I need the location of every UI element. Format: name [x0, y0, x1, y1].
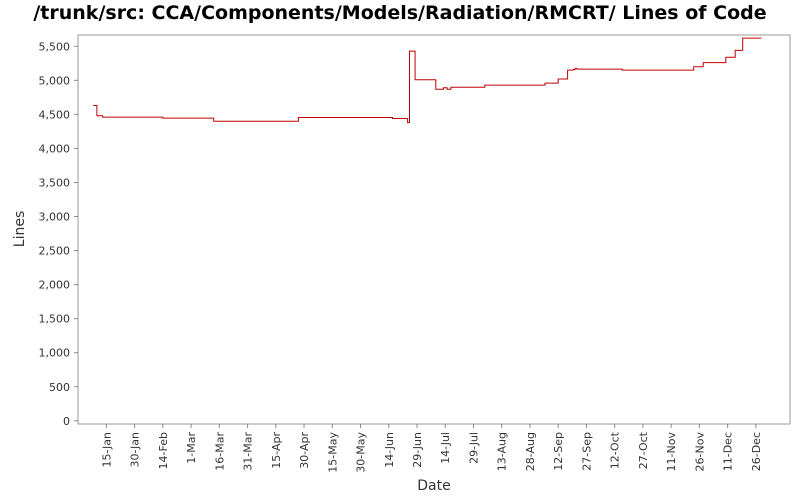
x-tick-label: 27-Sep [580, 432, 593, 471]
x-tick-label: 15-Jan [100, 432, 113, 468]
x-tick-label: 29-Jun [411, 432, 424, 468]
x-tick-label: 26-Nov [693, 432, 706, 472]
y-tick-label: 3,500 [39, 176, 71, 189]
y-tick-label: 1,000 [39, 347, 71, 360]
y-tick-label: 1,500 [39, 313, 71, 326]
x-tick-label: 30-Apr [298, 432, 311, 469]
y-tick-label: 500 [49, 381, 70, 394]
y-axis: 0 500 1,000 1,500 2,000 2,500 3,000 3,500 4,000 4… [39, 40, 78, 428]
x-tick-label: 15-May [326, 432, 339, 473]
y-axis-label: Lines [12, 211, 28, 247]
x-tick-label: 27-Oct [637, 431, 650, 469]
x-tick-label: 14-Jun [383, 432, 396, 468]
series-layer [93, 37, 762, 124]
x-tick-label: 13-Aug [496, 432, 509, 471]
x-tick-label: 11-Nov [665, 432, 678, 472]
x-tick-label: 31-Mar [242, 432, 255, 471]
y-tick-label: 2,000 [39, 279, 71, 292]
x-tick-label: 28-Aug [524, 432, 537, 471]
y-tick-label: 5,500 [39, 40, 71, 53]
x-tick-label: 30-Jan [129, 432, 142, 468]
x-tick-label: 1-Mar [185, 432, 198, 464]
plot-area [77, 34, 791, 425]
x-tick-label: 12-Oct [609, 431, 622, 469]
x-tick-label: 14-Feb [157, 432, 170, 469]
y-tick-label: 5,000 [39, 74, 71, 87]
x-tick-label: 26-Dec [750, 432, 763, 471]
x-axis-label: Date [417, 478, 450, 494]
x-tick-label: 16-Mar [213, 432, 226, 471]
x-axis: 15-Jan 30-Jan 14-Feb 1-Mar 16-Mar 31-Mar 15-Ap… [100, 424, 763, 473]
x-tick-label: 11-Dec [722, 432, 735, 471]
y-tick-label: 4,500 [39, 108, 71, 121]
y-tick-label: 0 [63, 415, 70, 428]
chart-title: /trunk/src: CCA/Components/Models/Radiat… [33, 2, 767, 24]
x-tick-label: 15-Apr [270, 432, 283, 469]
y-tick-label: 4,000 [39, 142, 71, 155]
x-tick-label: 12-Sep [552, 432, 565, 471]
x-tick-label: 29-Jul [467, 432, 480, 464]
y-tick-label: 3,000 [39, 211, 71, 224]
series-line [93, 37, 762, 124]
x-tick-label: 30-May [355, 432, 368, 473]
x-tick-label: 14-Jul [439, 432, 452, 464]
y-tick-label: 2,500 [39, 245, 71, 258]
